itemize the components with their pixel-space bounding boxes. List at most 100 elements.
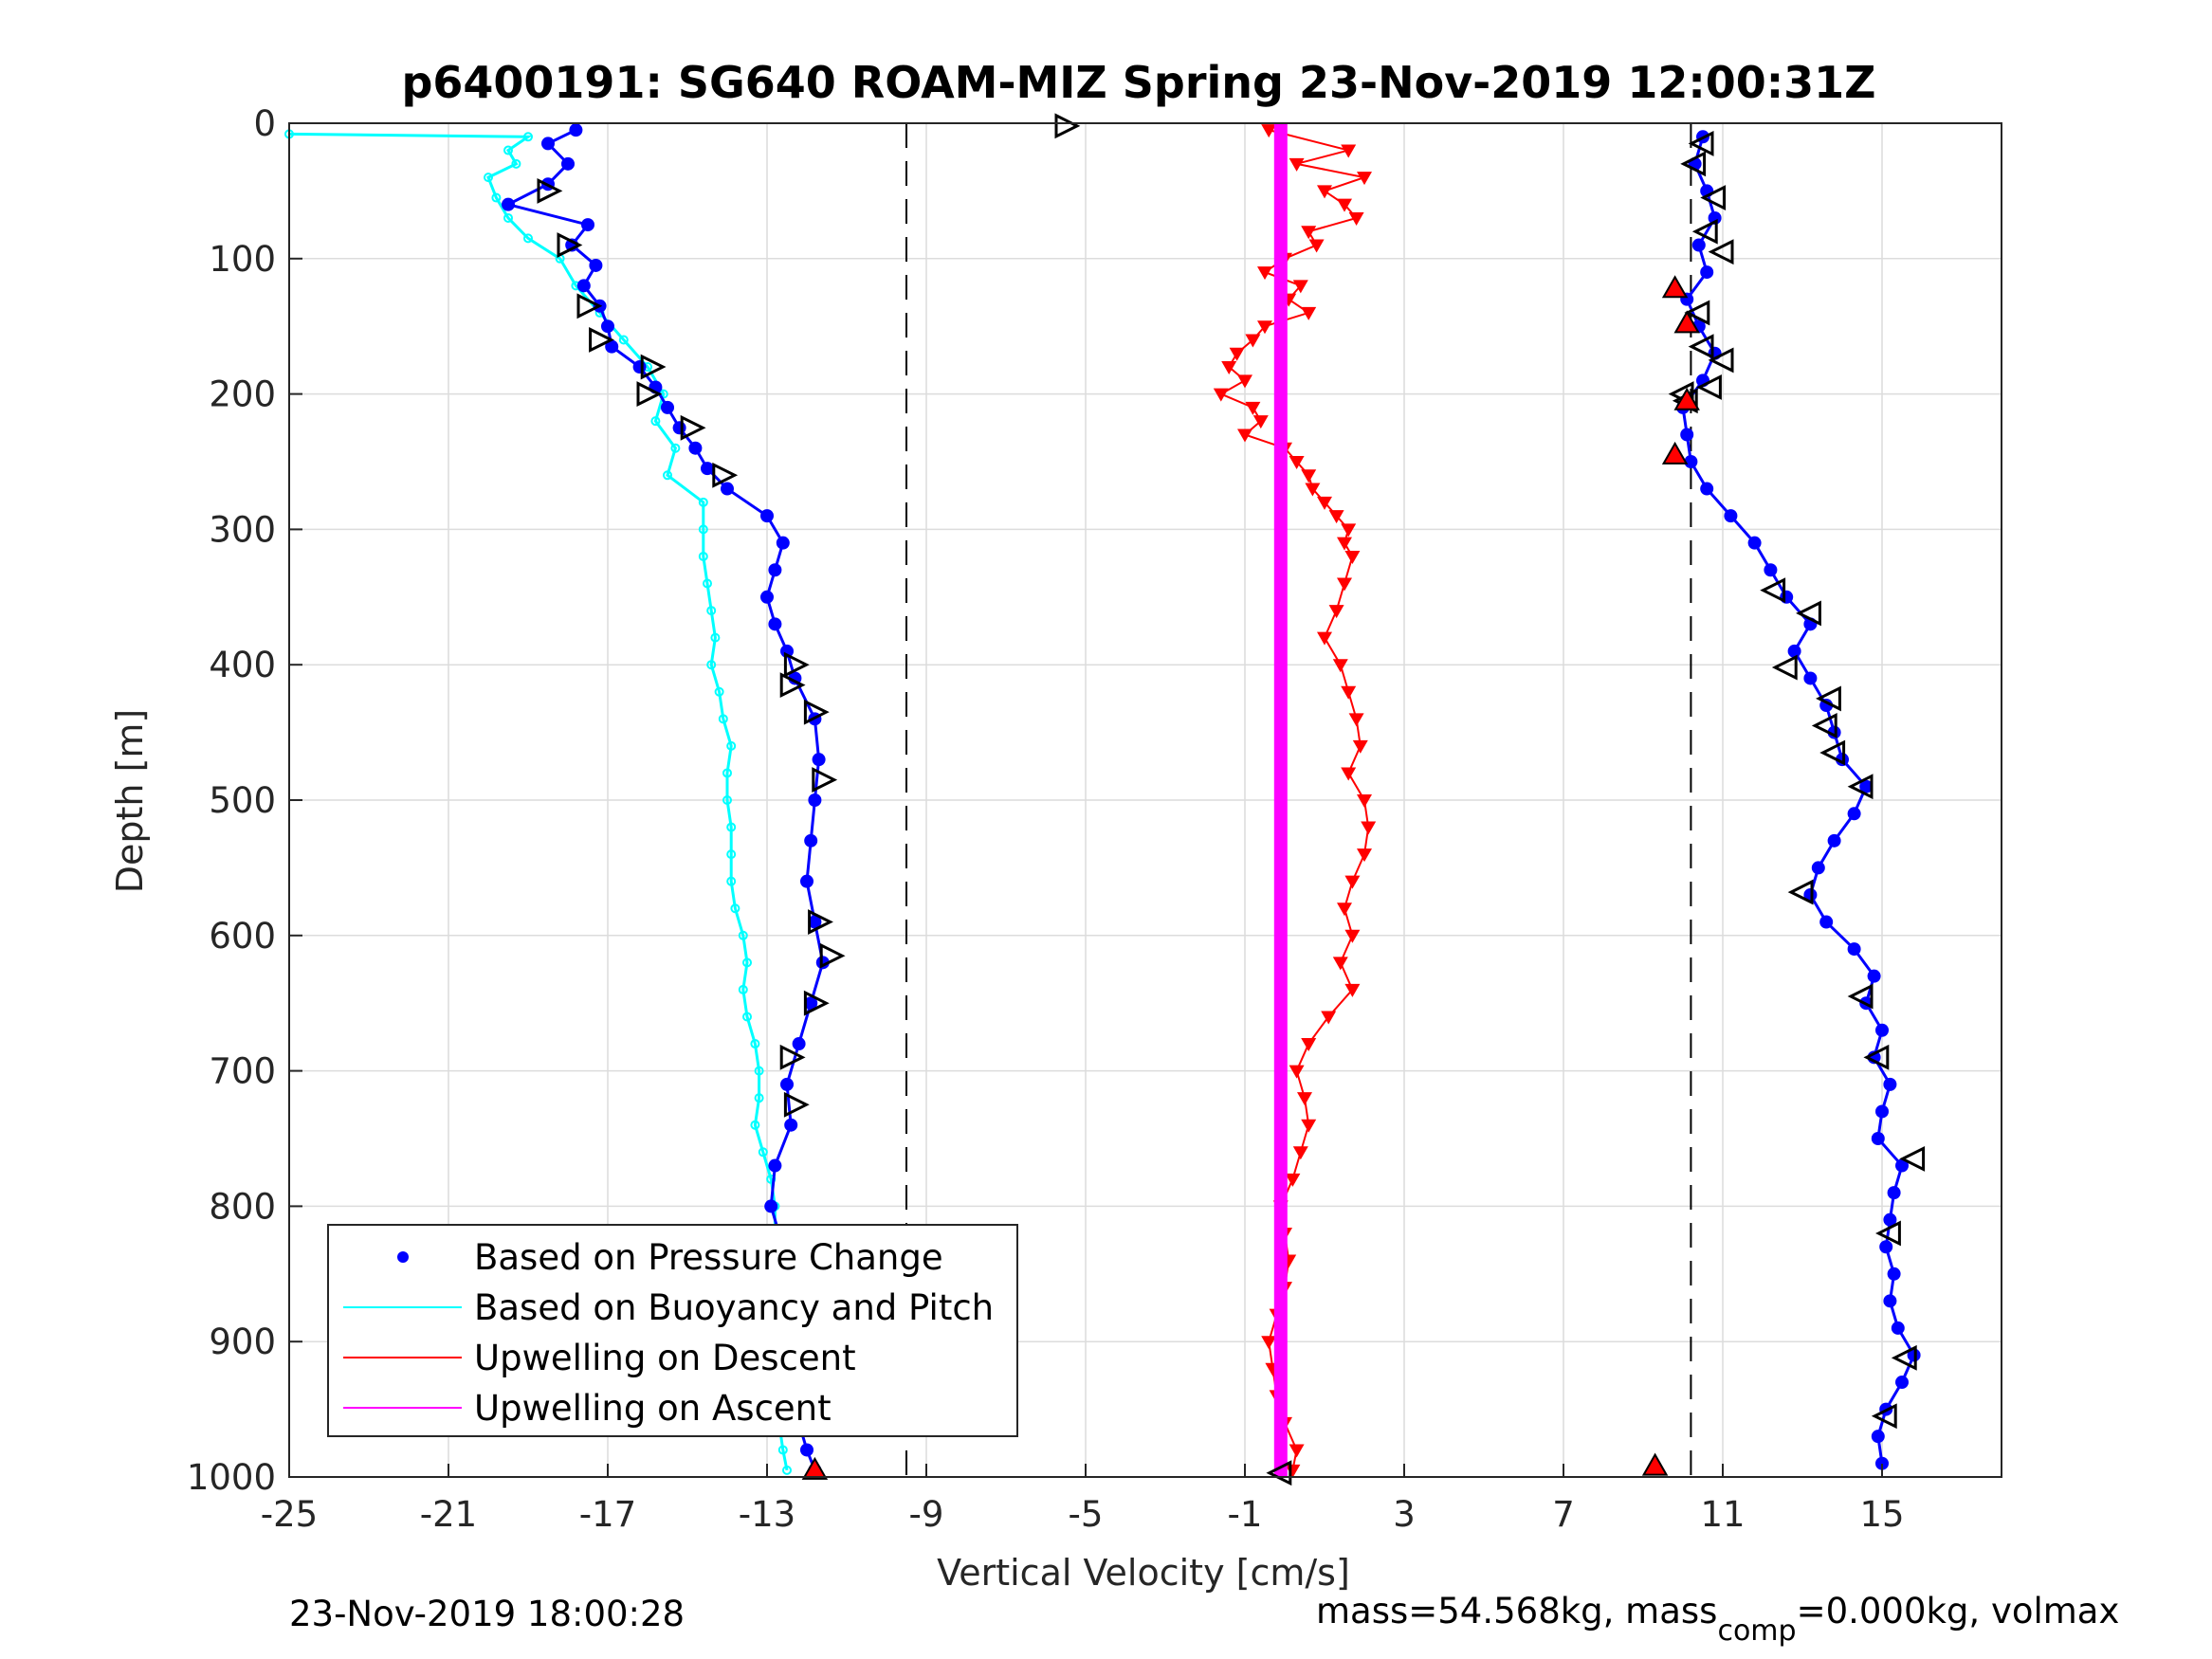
ascent-marker — [1796, 600, 1821, 627]
pressure-change-point — [1819, 915, 1834, 929]
y-tick-label: 300 — [209, 509, 276, 550]
pressure-change-descent-trace — [503, 128, 825, 1471]
buoyancy-pitch-point — [698, 524, 708, 535]
x-tick-label: 11 — [1700, 1494, 1745, 1535]
descent-marker — [640, 354, 667, 380]
ascent-marker — [1266, 1460, 1292, 1486]
upwelling-descent-point — [1257, 266, 1272, 281]
pressure-change-point — [764, 1199, 778, 1213]
upwelling-descent-point — [1261, 1336, 1277, 1350]
upwelling-descent-point — [1321, 1011, 1337, 1025]
pressure-change-point — [808, 915, 822, 929]
buoyancy-pitch-point — [670, 443, 681, 453]
pressure-change-point — [815, 956, 830, 970]
ascent-marker — [1819, 739, 1846, 766]
legend-label: Based on Buoyancy and Pitch — [474, 1287, 994, 1328]
descent-marker — [1054, 113, 1081, 139]
x-tick-label: -25 — [261, 1494, 318, 1535]
footer-mass-tail: =0.000kg, volmax — [1797, 1591, 2120, 1632]
buoyancy-pitch-point — [777, 1445, 788, 1455]
ascent-marker — [1863, 1044, 1890, 1070]
buoyancy-pitch-point — [730, 903, 740, 914]
upwelling-descent-point — [1301, 1119, 1317, 1133]
y-tick-label: 400 — [209, 645, 276, 685]
ascent-marker — [1891, 1344, 1917, 1371]
buoyancy-pitch-point — [503, 212, 513, 223]
upwelling-descent-point — [1252, 415, 1269, 429]
footer-mass-sub: comp — [1717, 1614, 1796, 1648]
upwelling-descent-point — [1341, 767, 1357, 781]
pressure-change-point — [1764, 563, 1778, 577]
pressure-change-point — [800, 874, 814, 888]
buoyancy-pitch-point — [511, 158, 521, 169]
upwelling-descent-point — [1337, 902, 1352, 917]
legend-label: Upwelling on Descent — [474, 1338, 856, 1378]
pressure-change-point — [672, 421, 686, 435]
legend-swatch — [397, 1251, 409, 1263]
buoyancy-pitch-point — [710, 632, 721, 643]
y-tick-label: 600 — [209, 916, 276, 957]
pressure-change-point — [661, 400, 674, 414]
pressure-change-point — [768, 563, 782, 577]
upwelling-descent-point — [1352, 739, 1368, 754]
pressure-change-point — [1708, 210, 1722, 225]
pressure-change-point — [721, 482, 734, 496]
pressure-change-point — [561, 156, 575, 171]
pressure-change-point — [1907, 1348, 1921, 1362]
pressure-change-point — [701, 462, 714, 476]
red-event-marker — [1661, 275, 1689, 299]
y-axis-label: Depth [m] — [109, 709, 151, 894]
buoyancy-pitch-point — [706, 660, 717, 670]
upwelling-descent-point — [1245, 401, 1261, 415]
pressure-change-point — [1680, 428, 1694, 442]
buoyancy-pitch-point — [726, 740, 737, 751]
pressure-change-point — [804, 996, 818, 1011]
descent-marker — [557, 232, 583, 258]
upwelling-descent-point — [1285, 1173, 1301, 1187]
ascent-marker — [1787, 879, 1814, 905]
pressure-change-point — [1879, 1240, 1893, 1254]
pressure-change-point — [1887, 1267, 1901, 1281]
pressure-change-point — [780, 644, 794, 658]
ascent-marker — [1760, 577, 1786, 604]
buoyancy-pitch-point — [742, 1012, 752, 1022]
ascent-marker — [1875, 1220, 1901, 1247]
descent-marker — [636, 381, 663, 408]
upwelling-descent-point — [1289, 157, 1305, 172]
descent-marker — [783, 1091, 810, 1118]
pressure-change-point — [760, 590, 774, 604]
x-tick-label: 3 — [1393, 1494, 1416, 1535]
buoyancy-pitch-point — [650, 416, 661, 427]
pressure-change-point — [1871, 1132, 1885, 1145]
buoyancy-pitch-point — [742, 957, 752, 968]
buoyancy-pitch-point — [714, 686, 724, 697]
upwelling-descent-point — [1237, 428, 1252, 443]
pressure-change-point — [1891, 1321, 1905, 1335]
pressure-change-point — [1827, 833, 1841, 848]
pressure-change-point — [800, 1443, 814, 1457]
x-tick-label: 15 — [1859, 1494, 1904, 1535]
pressure-change-point — [1747, 536, 1762, 550]
upwelling-descent-point — [1344, 550, 1361, 564]
axis-ticks: -25 -21 -17 -13 -9 -5 -1 3 7 11 150100200300400500… — [187, 103, 1905, 1535]
pressure-change-point — [780, 1077, 794, 1091]
upwelling-descent-point — [1328, 510, 1344, 524]
upwelling-descent-point — [1332, 957, 1348, 971]
pressure-change-point — [1811, 861, 1825, 875]
buoyancy-pitch-point — [726, 822, 737, 832]
descent-marker — [779, 672, 806, 699]
descent-marker — [537, 177, 563, 204]
pressure-change-point — [1700, 265, 1714, 280]
pressure-change-point — [1700, 482, 1714, 496]
pressure-change-point — [1867, 969, 1881, 983]
buoyancy-pitch-point — [503, 145, 513, 155]
red-event-marker — [1673, 387, 1700, 410]
pressure-change-point — [1827, 725, 1841, 739]
upwelling-descent-point — [1229, 347, 1245, 361]
upwelling-descent-point — [1308, 239, 1325, 253]
ascent-marker — [1708, 347, 1734, 374]
pressure-change-point — [576, 279, 591, 293]
upwelling-descent-point — [1344, 875, 1361, 889]
y-tick-label: 200 — [209, 374, 276, 415]
pressure-change-point — [1883, 1212, 1897, 1227]
